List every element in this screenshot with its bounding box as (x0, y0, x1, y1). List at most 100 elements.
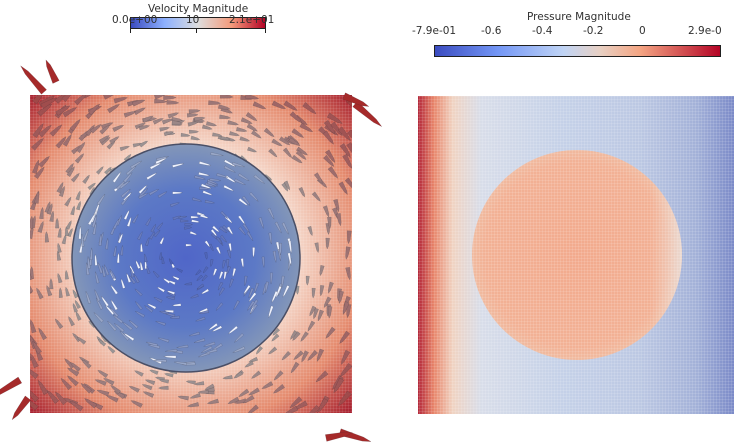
velocity-arrow-glyph (149, 231, 155, 240)
velocity-arrow-glyph (290, 361, 300, 374)
velocity-arrow-glyph (326, 112, 343, 124)
velocity-arrow-glyph (153, 359, 167, 363)
velocity-arrow-glyph (166, 100, 180, 105)
velocity-render-view[interactable]: Velocity Magnitude 0.0e+00 10 2.1e+01 (0, 0, 382, 446)
velocity-arrow-glyph (333, 198, 340, 213)
velocity-arrow-glyph (134, 123, 146, 130)
velocity-arrow-glyph (185, 380, 196, 385)
velocity-arrow-glyph (281, 182, 289, 192)
velocity-arrow-glyph (142, 391, 155, 398)
velocity-arrow-glyph (145, 237, 150, 247)
velocity-arrow-glyph (198, 309, 210, 314)
velocity-arrow-glyph (189, 392, 201, 399)
velocity-arrow-glyph (81, 233, 85, 247)
velocity-arrow-glyph (84, 398, 98, 409)
velocity-arrow-glyph (128, 275, 136, 284)
velocity-arrow-glyph (162, 278, 171, 284)
velocity-arrow-glyph (146, 172, 158, 180)
velocity-arrow-glyph (247, 404, 259, 413)
velocity-arrow-glyph (344, 177, 352, 189)
velocity-arrow-glyph (69, 118, 81, 132)
velocity-colorbar (130, 17, 266, 29)
velocity-arrow-glyph (87, 256, 91, 269)
velocity-arrow-glyph (96, 193, 106, 206)
velocity-arrow-glyph (101, 296, 110, 307)
pressure-tick-max: 2.9e-0 (688, 25, 722, 37)
velocity-arrow-glyph (138, 184, 148, 194)
velocity-arrow-glyph (120, 189, 131, 198)
velocity-arrow-glyph (253, 174, 265, 184)
velocity-arrow-glyph (193, 381, 205, 386)
velocity-arrow-glyph (243, 284, 251, 295)
velocity-arrow-glyph (32, 95, 43, 105)
velocity-arrow-glyph (186, 113, 199, 118)
velocity-arrow-glyph (166, 292, 176, 298)
velocity-arrow-glyph (30, 390, 40, 403)
velocity-arrow-glyph (164, 372, 174, 378)
velocity-arrow-glyph (134, 300, 143, 311)
velocity-arrow-glyph (211, 325, 223, 332)
velocity-arrow-glyph (234, 333, 244, 343)
velocity-arrow-glyph (227, 249, 231, 259)
velocity-arrow-glyph (65, 269, 69, 280)
velocity-arrow-glyph (69, 361, 81, 373)
velocity-arrow-glyph (152, 270, 160, 278)
velocity-arrow-glyph (134, 288, 143, 297)
velocity-arrow-glyph (144, 253, 148, 263)
velocity-arrow-glyph (117, 232, 123, 244)
velocity-arrow-glyph (203, 341, 216, 347)
velocity-arrow-glyph (206, 398, 219, 405)
velocity-arrow-glyph (37, 220, 44, 233)
velocity-arrow-glyph (172, 215, 182, 221)
velocity-arrow-glyph (219, 114, 232, 120)
velocity-arrow-glyph (96, 389, 110, 397)
velocity-arrow-glyph (74, 153, 85, 164)
velocity-arrow-glyph (342, 92, 370, 107)
velocity-arrow-glyph (156, 156, 169, 162)
velocity-arrow-glyph (166, 290, 176, 295)
velocity-arrow-glyph (33, 166, 45, 180)
velocity-arrow-glyph (30, 352, 39, 369)
velocity-arrow-glyph (11, 395, 32, 421)
velocity-arrow-glyph (187, 121, 199, 127)
pressure-tick-2: -0.4 (532, 25, 553, 37)
velocity-arrow-glyph (44, 231, 50, 243)
velocity-arrow-glyph (196, 283, 205, 290)
velocity-arrow-glyph (194, 175, 206, 180)
velocity-arrow-glyph (219, 226, 228, 234)
velocity-arrow-glyph (281, 275, 285, 289)
velocity-arrow-glyph (98, 135, 110, 144)
velocity-arrow-glyph (345, 246, 351, 260)
velocity-arrow-glyph (110, 299, 118, 311)
velocity-arrow-glyph (90, 123, 102, 134)
velocity-arrow-glyph (58, 287, 63, 298)
velocity-arrow-glyph (238, 226, 246, 236)
velocity-arrow-glyph (292, 331, 301, 342)
velocity-arrow-glyph (265, 281, 269, 294)
velocity-arrow-glyph (309, 305, 317, 317)
velocity-arrow-glyph (199, 213, 210, 219)
velocity-arrow-glyph (271, 290, 279, 303)
velocity-arrow-glyph (299, 122, 314, 133)
velocity-arrow-glyph (133, 273, 140, 284)
velocity-arrow-glyph (76, 141, 86, 154)
velocity-arrow-glyph (193, 338, 206, 343)
velocity-arrow-glyph (154, 95, 165, 100)
velocity-arrow-glyph (295, 149, 307, 160)
velocity-arrow-glyph (91, 215, 97, 228)
velocity-arrow-glyph (346, 129, 352, 139)
velocity-arrow-glyph (104, 166, 112, 175)
velocity-arrow-glyph (37, 379, 49, 396)
velocity-arrow-glyph (283, 180, 290, 191)
pressure-render-view[interactable]: Pressure Magnitude -7.9e-01 -0.6 -0.4 -0… (380, 0, 735, 446)
velocity-arrow-glyph (55, 217, 60, 229)
velocity-arrow-glyph (105, 238, 109, 250)
velocity-arrow-glyph (112, 218, 120, 230)
velocity-arrow-glyph (201, 345, 213, 353)
pressure-colorbar (434, 45, 721, 57)
velocity-arrow-glyph (180, 219, 190, 223)
velocity-arrow-glyph (248, 292, 257, 303)
velocity-arrow-glyph (285, 405, 299, 413)
velocity-arrow-glyph (210, 259, 214, 268)
velocity-arrow-glyph (110, 384, 122, 395)
